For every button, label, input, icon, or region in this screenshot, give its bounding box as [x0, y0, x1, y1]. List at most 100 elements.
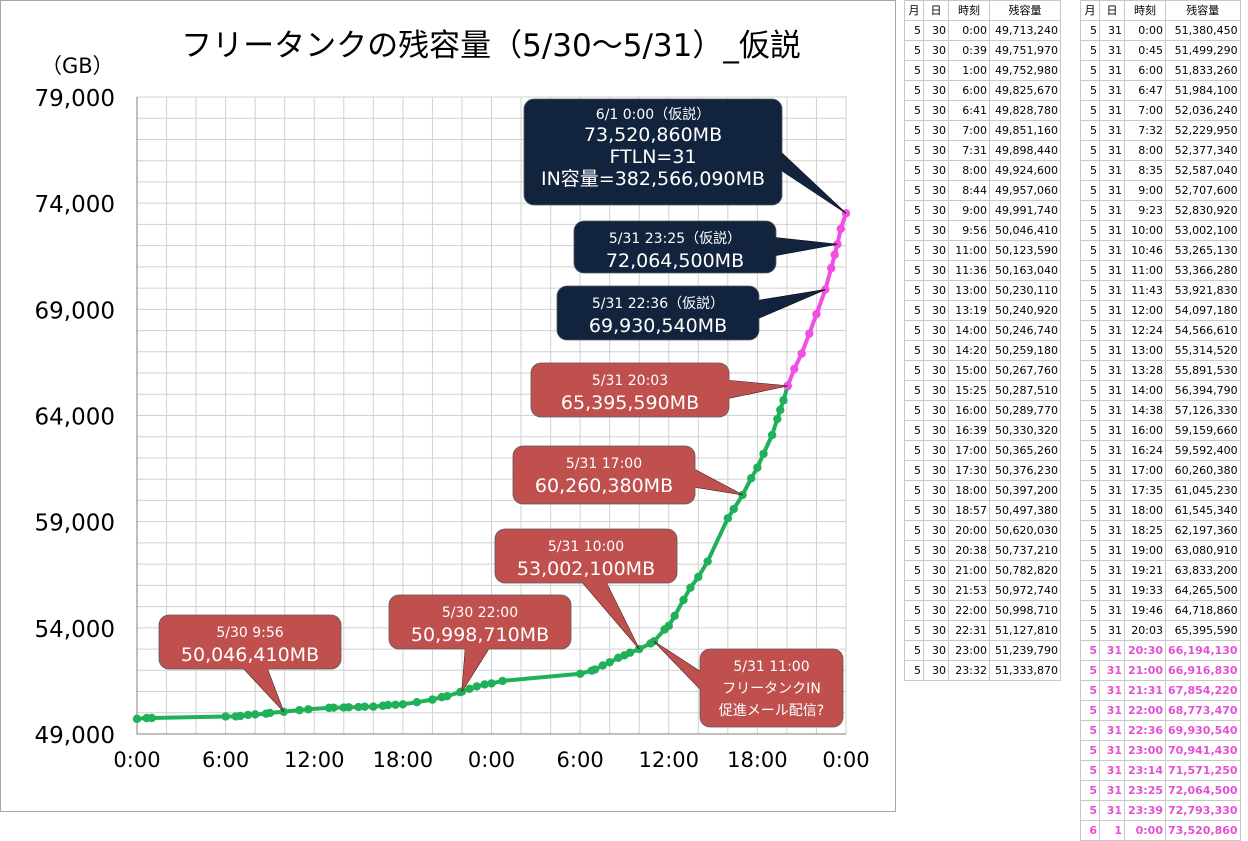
cell-day: 31 — [1099, 680, 1125, 701]
cell-day: 30 — [923, 100, 949, 121]
callout-text: 5/31 11:00 — [733, 659, 809, 675]
cell-month: 5 — [1080, 420, 1100, 441]
cell-time: 18:00 — [1124, 500, 1166, 521]
cell-time: 8:35 — [1124, 160, 1166, 181]
data-point-actual — [773, 414, 782, 424]
data-point-actual — [265, 708, 275, 718]
cell-month: 5 — [904, 460, 924, 481]
cell-time: 13:19 — [948, 300, 990, 321]
cell-remaining: 50,620,030 — [989, 520, 1061, 541]
cell-time: 16:00 — [1124, 420, 1166, 441]
cell-remaining: 50,497,380 — [989, 500, 1061, 521]
cell-time: 7:00 — [948, 120, 990, 141]
cell-remaining: 67,854,220 — [1165, 680, 1241, 701]
data-point-actual — [132, 714, 142, 724]
cell-time: 19:00 — [1124, 540, 1166, 561]
cell-remaining: 50,163,040 — [989, 260, 1061, 281]
cell-day: 31 — [1099, 20, 1125, 41]
data-point-actual — [779, 396, 788, 405]
cell-remaining: 61,045,230 — [1165, 480, 1241, 501]
data-point-actual — [498, 676, 507, 686]
y-tick-label: 54,000 — [35, 617, 115, 643]
cell-remaining: 50,376,230 — [989, 460, 1061, 481]
cell-time: 16:00 — [948, 400, 990, 421]
cell-remaining: 51,127,810 — [989, 620, 1061, 641]
data-point-actual — [354, 702, 363, 712]
cell-remaining: 73,520,860 — [1165, 820, 1241, 841]
data-point-actual — [590, 665, 600, 674]
callout-navy: 5/31 23:25（仮説） 72,064,500MB — [573, 220, 838, 274]
cell-remaining: 55,314,520 — [1165, 340, 1241, 361]
table-row: 5 31 19:21 63,833,200 — [1080, 560, 1241, 581]
table-row: 5 31 21:00 66,916,830 — [1080, 660, 1241, 681]
data-point-hypothesis — [827, 263, 836, 273]
cell-month: 5 — [1080, 480, 1100, 501]
callout-red: 5/31 10:00 53,002,100MB — [494, 528, 678, 650]
table-row: 5 30 9:56 50,046,410 — [904, 220, 1061, 241]
cell-time: 21:00 — [1124, 660, 1166, 681]
x-tick-label: 6:00 — [202, 748, 249, 772]
callout-text: 50,046,410MB — [181, 644, 319, 666]
cell-time: 18:57 — [948, 500, 990, 521]
callout-text: IN容量=382,566,090MB — [541, 168, 765, 190]
cell-day: 31 — [1099, 460, 1125, 481]
table-header-row: 月 日 時刻 残容量 — [1080, 0, 1241, 21]
table-row: 5 30 8:00 49,924,600 — [904, 160, 1061, 181]
cell-time: 11:00 — [948, 240, 990, 261]
cell-remaining: 50,046,410 — [989, 220, 1061, 241]
x-tick-label: 0:00 — [822, 748, 869, 772]
cell-remaining: 52,036,240 — [1165, 100, 1241, 121]
cell-day: 30 — [923, 480, 949, 501]
callout-pointer-fill — [728, 380, 788, 399]
cell-month: 5 — [1080, 460, 1100, 481]
table-row: 5 31 23:39 72,793,330 — [1080, 800, 1241, 821]
cell-day: 31 — [1099, 640, 1125, 661]
data-point-actual — [391, 700, 400, 709]
cell-month: 5 — [904, 240, 924, 261]
cell-day: 31 — [1099, 480, 1125, 501]
cell-day: 31 — [1099, 800, 1125, 821]
cell-day: 30 — [923, 80, 949, 101]
data-point-actual — [472, 682, 481, 691]
cell-month: 5 — [1080, 160, 1100, 181]
cell-month: 5 — [1080, 40, 1100, 61]
cell-day: 31 — [1099, 560, 1125, 581]
cell-day: 30 — [923, 320, 949, 341]
cell-month: 5 — [1080, 500, 1100, 521]
cell-day: 31 — [1099, 160, 1125, 181]
table-row: 5 31 20:30 66,194,130 — [1080, 640, 1241, 661]
callout-text: FTLN=31 — [609, 146, 696, 168]
cell-remaining: 50,365,260 — [989, 440, 1061, 461]
data-point-actual — [344, 703, 353, 712]
data-point-actual — [236, 711, 245, 721]
cell-remaining: 50,972,740 — [989, 580, 1061, 601]
cell-time: 22:00 — [948, 600, 990, 621]
callout-text: 促進メール配信? — [719, 703, 824, 719]
callout-pointer-fill — [758, 289, 826, 319]
cell-time: 20:00 — [948, 520, 990, 541]
table-row: 5 30 17:30 50,376,230 — [904, 460, 1061, 481]
callout-text: 73,520,860MB — [584, 124, 722, 146]
data-table-may31: 月 日 時刻 残容量 5 31 0:00 51,380,450 5 31 0:45 51,49… — [1080, 0, 1241, 841]
cell-remaining: 49,751,970 — [989, 40, 1061, 61]
callout-pointer-fill — [653, 641, 701, 690]
cell-day: 31 — [1099, 540, 1125, 561]
cell-time: 18:00 — [948, 480, 990, 501]
table-row: 5 30 20:00 50,620,030 — [904, 520, 1061, 541]
table-row: 5 31 14:00 56,394,790 — [1080, 380, 1241, 401]
cell-remaining: 52,229,950 — [1165, 120, 1241, 141]
cell-time: 12:24 — [1124, 320, 1166, 341]
cell-month: 5 — [904, 620, 924, 641]
cell-remaining: 54,566,610 — [1165, 320, 1241, 341]
data-point-hypothesis — [830, 250, 839, 259]
table-row: 5 30 13:00 50,230,110 — [904, 280, 1061, 301]
cell-time: 10:00 — [1124, 220, 1166, 241]
cell-time: 18:25 — [1124, 520, 1166, 541]
cell-time: 22:00 — [1124, 700, 1166, 721]
data-point-actual — [575, 669, 585, 679]
callout-pointer-fill — [781, 152, 846, 214]
table-row: 5 31 13:00 55,314,520 — [1080, 340, 1241, 361]
callout-text: 53,002,100MB — [517, 558, 655, 580]
cell-remaining: 51,380,450 — [1165, 20, 1241, 41]
cell-time: 7:31 — [948, 140, 990, 161]
